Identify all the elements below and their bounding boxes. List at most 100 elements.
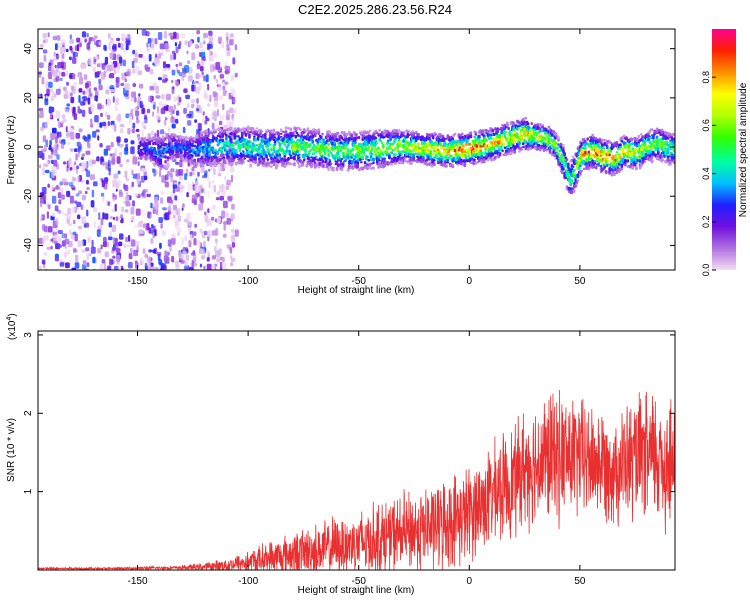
noise-cell	[234, 72, 238, 78]
noise-cell	[219, 195, 224, 201]
ridge-cell	[593, 162, 597, 165]
ridge-cell	[279, 128, 283, 133]
noise-cell	[208, 30, 213, 36]
noise-cell	[207, 168, 211, 172]
noise-cell	[55, 43, 58, 51]
ridge-cell	[242, 160, 245, 164]
noise-cell	[47, 32, 50, 38]
noise-cell	[175, 265, 180, 270]
noise-cell	[132, 49, 135, 55]
ridge-cell	[296, 161, 300, 165]
noise-cell	[111, 153, 116, 158]
ridge-cell	[310, 131, 313, 135]
noise-cell	[131, 91, 136, 98]
ridge-cell	[463, 150, 467, 154]
noise-cell	[59, 47, 64, 55]
noise-cell	[191, 52, 195, 61]
ridge-cell	[368, 129, 372, 133]
noise-cell	[222, 103, 225, 111]
noise-cell	[47, 183, 50, 188]
noise-cell	[77, 225, 83, 230]
ridge-cell	[237, 135, 240, 138]
ridge-cell	[457, 154, 461, 158]
noise-cell	[80, 101, 85, 106]
noise-cell	[129, 112, 132, 117]
ridge-cell	[214, 130, 217, 134]
noise-cell	[107, 265, 112, 270]
noise-cell	[185, 94, 190, 100]
ridge-cell	[529, 130, 532, 135]
ridge-cell	[303, 158, 306, 162]
ridge-cell	[282, 151, 285, 156]
ridge-cell	[441, 135, 445, 138]
ridge-cell	[573, 168, 576, 172]
ridge-cell	[631, 166, 634, 170]
ridge-cell	[221, 133, 225, 138]
noise-cell	[119, 124, 125, 128]
noise-cell	[132, 156, 138, 165]
ridge-cell	[260, 155, 263, 159]
noise-cell	[72, 106, 76, 114]
ridge-cell	[418, 152, 422, 157]
ridge-cell	[316, 158, 319, 162]
noise-cell	[216, 256, 221, 263]
ridge-cell	[137, 147, 141, 150]
ridge-cell	[309, 142, 312, 146]
ridge-cell	[268, 153, 272, 158]
ridge-cell	[598, 146, 602, 150]
noise-cell	[126, 159, 130, 163]
ridge-cell	[430, 145, 434, 150]
noise-cell	[172, 204, 178, 211]
ridge-cell	[446, 161, 450, 164]
ridge-cell	[346, 148, 350, 153]
noise-cell	[221, 41, 225, 49]
ridge-cell	[560, 170, 564, 175]
ridge-cell	[417, 142, 420, 146]
noise-cell	[81, 168, 85, 173]
ridge-cell	[590, 142, 593, 146]
ridge-cell	[289, 154, 293, 157]
noise-cell	[174, 118, 179, 124]
ridge-cell	[318, 140, 322, 143]
noise-cell	[76, 168, 79, 174]
ridge-cell	[191, 144, 194, 148]
ridge-cell	[261, 144, 265, 149]
noise-cell	[163, 255, 168, 263]
ridge-cell	[636, 155, 639, 159]
noise-cell	[145, 66, 151, 72]
noise-cell	[130, 97, 134, 102]
ridge-cell	[587, 156, 591, 161]
noise-cell	[43, 144, 47, 152]
noise-cell	[160, 197, 163, 204]
noise-cell	[196, 30, 200, 35]
ridge-cell	[249, 163, 252, 168]
ridge-cell	[239, 152, 243, 157]
noise-cell	[104, 213, 109, 220]
ridge-cell	[545, 129, 548, 132]
noise-cell	[96, 63, 101, 68]
noise-cell	[170, 237, 176, 245]
noise-cell	[207, 218, 212, 226]
noise-cell	[199, 42, 203, 48]
ridge-cell	[389, 135, 392, 141]
noise-cell	[222, 90, 227, 96]
noise-cell	[156, 130, 160, 138]
ridge-cell	[264, 132, 267, 137]
ridge-cell	[507, 152, 510, 156]
noise-cell	[168, 32, 174, 36]
noise-cell	[99, 263, 104, 269]
ridge-cell	[593, 155, 597, 159]
ridge-cell	[624, 159, 627, 164]
ridge-cell	[530, 122, 534, 126]
noise-cell	[70, 131, 75, 140]
ridge-cell	[382, 144, 385, 149]
ridge-cell	[402, 131, 406, 135]
ridge-cell	[204, 134, 207, 137]
ridge-cell	[164, 132, 167, 135]
noise-cell	[124, 236, 129, 242]
ridge-cell	[445, 156, 448, 160]
noise-cell	[195, 108, 200, 112]
noise-cell	[38, 265, 42, 270]
ridge-cell	[620, 167, 624, 171]
noise-cell	[206, 263, 212, 270]
